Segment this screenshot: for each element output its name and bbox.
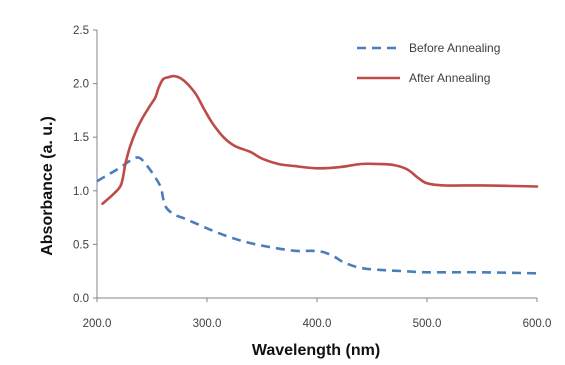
y-tick-label: 1.0: [73, 186, 89, 198]
y-axis-title: Absorbance (a. u.): [39, 116, 56, 256]
x-axis-title: Wavelength (nm): [252, 342, 380, 359]
series-line-before-annealing: [96, 156, 538, 275]
axes: [93, 29, 538, 302]
x-tick-label: 400.0: [303, 318, 332, 330]
x-tick-label: 300.0: [193, 318, 222, 330]
y-tick-label: 2.5: [73, 25, 89, 37]
y-tick-label: 1.5: [73, 132, 89, 144]
series-line-after-annealing: [101, 74, 539, 205]
x-tick-label: 500.0: [413, 318, 442, 330]
legend-label-after-annealing: After Annealing: [409, 71, 490, 85]
y-tick-label: 0.0: [73, 293, 89, 305]
y-tick-label: 2.0: [73, 79, 89, 91]
plot-area: [96, 74, 539, 275]
legend: Before Annealing After Annealing: [357, 41, 500, 85]
x-tick-label: 200.0: [83, 318, 112, 330]
tick-labels: 0.0 0.5 1.0 1.5 2.0 2.5 200.0 300.0 400.0 500.0 60…: [73, 25, 551, 330]
x-tick-label: 600.0: [523, 318, 552, 330]
y-tick-label: 0.5: [73, 239, 89, 251]
legend-label-before-annealing: Before Annealing: [409, 41, 500, 55]
